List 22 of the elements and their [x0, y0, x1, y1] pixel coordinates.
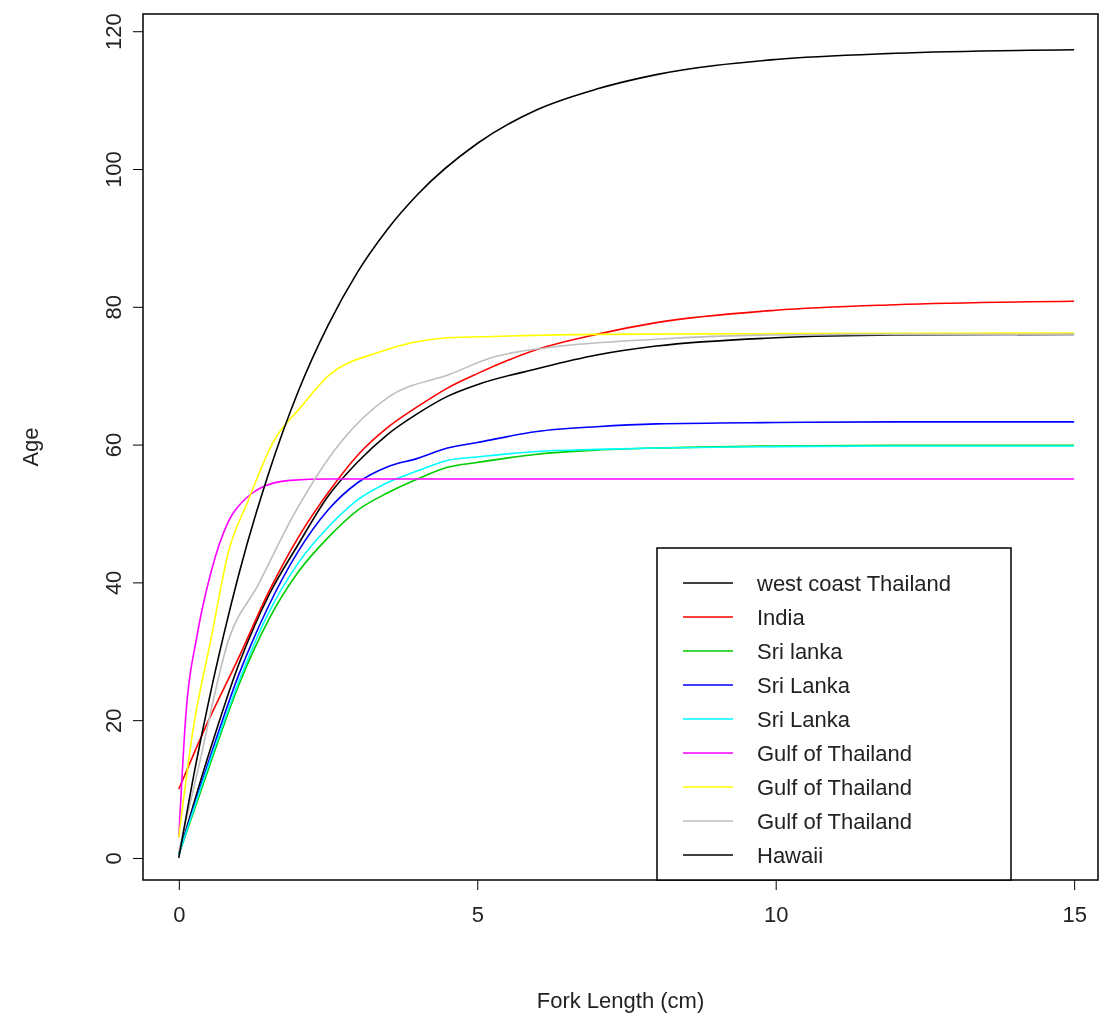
legend-label: Hawaii — [757, 842, 824, 868]
legend-label: India — [757, 604, 806, 630]
x-tick-label: 10 — [763, 901, 789, 927]
legend-label: Sri Lanka — [757, 672, 851, 698]
legend-label: Sri Lanka — [757, 706, 851, 732]
legend-label: Sri lanka — [757, 638, 844, 664]
x-axis-title: Fork Length (cm) — [536, 988, 705, 1013]
y-tick-label: 120 — [101, 13, 126, 51]
legend-label: Gulf of Thailand — [757, 808, 912, 834]
legend-label: Gulf of Thailand — [757, 774, 912, 800]
y-tick-label: 60 — [101, 432, 126, 458]
x-tick-label: 0 — [173, 901, 186, 927]
y-tick-label: 80 — [101, 295, 126, 320]
y-axis-title: Age — [18, 427, 43, 467]
y-tick-label: 0 — [101, 852, 126, 865]
x-tick-label: 5 — [471, 901, 484, 927]
legend-label: Gulf of Thailand — [757, 740, 912, 766]
x-tick-label: 15 — [1062, 901, 1087, 927]
legend-label: west coast Thailand — [756, 570, 952, 596]
y-tick-label: 100 — [101, 151, 126, 188]
y-tick-label: 40 — [101, 570, 126, 596]
y-tick-label: 20 — [101, 708, 126, 733]
